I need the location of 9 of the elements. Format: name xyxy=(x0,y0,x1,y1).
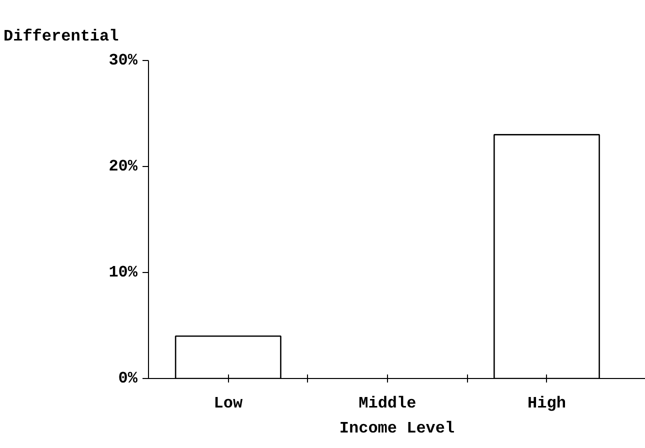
x-tick-label: Low xyxy=(214,394,243,412)
y-tick-label: 10% xyxy=(108,264,138,282)
x-axis-title: Income Level xyxy=(339,420,455,438)
y-axis-title: Differential xyxy=(4,28,119,46)
y-tick-label: 20% xyxy=(108,158,138,176)
y-tick-label: 30% xyxy=(108,52,138,70)
x-tick-label: Middle xyxy=(358,394,416,412)
y-tick-label: 0% xyxy=(118,370,138,388)
x-tick-label: High xyxy=(528,394,566,412)
